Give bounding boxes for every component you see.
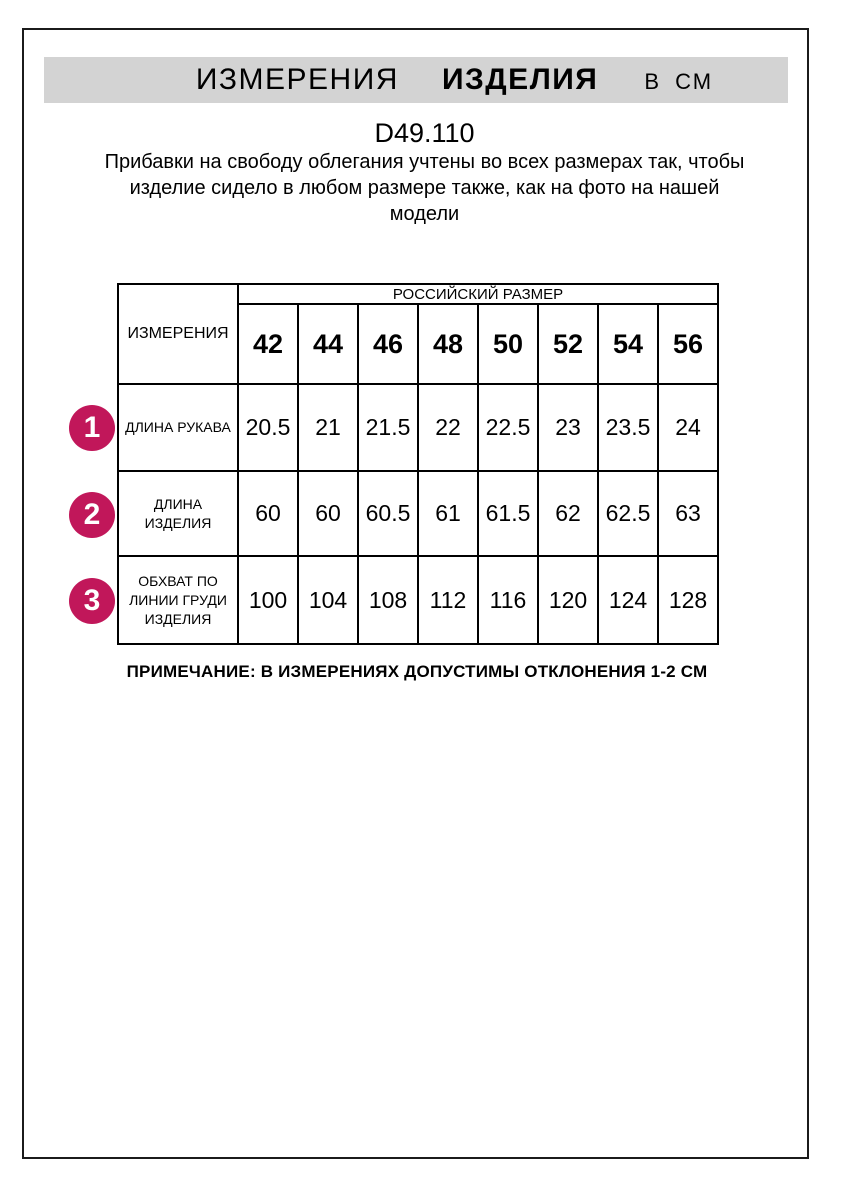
size-header-cell: 44 [297, 303, 359, 385]
value-cell: 63 [657, 470, 719, 557]
value-cell: 23.5 [597, 383, 659, 472]
table-row-garment-length: ДЛИНА ИЗДЕЛИЯ 60 60 60.5 61 61.5 62 62.5… [117, 470, 719, 557]
size-header-cell: 52 [537, 303, 599, 385]
title-product-word: ИЗДЕЛИЯ [441, 63, 599, 96]
row-label: ОБХВАТ ПО ЛИНИИ ГРУДИ ИЗДЕЛИЯ [117, 555, 239, 645]
value-cell: 60.5 [357, 470, 419, 557]
value-cell: 21 [297, 383, 359, 472]
size-header-cell: 54 [597, 303, 659, 385]
row-label: ДЛИНА РУКАВА [117, 383, 239, 472]
value-cell: 60 [237, 470, 299, 557]
value-cell: 61 [417, 470, 479, 557]
fit-description-line: изделие сидело в любом размере также, ка… [129, 177, 720, 199]
row-number-badge-2: 2 [69, 492, 115, 538]
value-cell: 120 [537, 555, 599, 645]
table-row: ИЗМЕРЕНИЯ РОССИЙСКИЙ РАЗМЕР [117, 283, 719, 385]
tolerance-note: ПРИМЕЧАНИЕ: В ИЗМЕРЕНИЯХ ДОПУСТИМЫ ОТКЛО… [126, 662, 708, 681]
fit-description-line: Прибавки на свободу облегания учтены во … [104, 151, 745, 173]
size-header-cell: 50 [477, 303, 539, 385]
page-border [22, 28, 809, 1159]
value-cell: 104 [297, 555, 359, 645]
corner-header-cell: ИЗМЕРЕНИЯ [117, 283, 239, 385]
title-unit: В СМ [644, 69, 714, 94]
value-cell: 61.5 [477, 470, 539, 557]
value-cell: 23 [537, 383, 599, 472]
group-header-cell: РОССИЙСКИЙ РАЗМЕР [237, 283, 719, 305]
row-label: ДЛИНА ИЗДЕЛИЯ [117, 470, 239, 557]
row-number-badge-3: 3 [69, 578, 115, 624]
title-band: ИЗМЕРЕНИЯ ИЗДЕЛИЯ В СМ [44, 57, 788, 103]
value-cell: 21.5 [357, 383, 419, 472]
fit-description-line: модели [389, 203, 460, 225]
fit-description: Прибавки на свободу облегания учтены во … [0, 149, 849, 227]
measurements-table: ИЗМЕРЕНИЯ РОССИЙСКИЙ РАЗМЕР 42 44 46 48 … [117, 283, 719, 645]
value-cell: 24 [657, 383, 719, 472]
value-cell: 128 [657, 555, 719, 645]
value-cell: 62 [537, 470, 599, 557]
value-cell: 22.5 [477, 383, 539, 472]
size-header-cell: 48 [417, 303, 479, 385]
value-cell: 20.5 [237, 383, 299, 472]
size-header-cell: 42 [237, 303, 299, 385]
value-cell: 62.5 [597, 470, 659, 557]
size-header-row: 42 44 46 48 50 52 54 56 [118, 303, 719, 385]
title-measurements: ИЗМЕРЕНИЯ [195, 63, 399, 96]
row-number-badge-1: 1 [69, 405, 115, 451]
product-code: D49.110 [374, 118, 475, 148]
value-cell: 108 [357, 555, 419, 645]
value-cell: 60 [297, 470, 359, 557]
table-row-chest-girth: ОБХВАТ ПО ЛИНИИ ГРУДИ ИЗДЕЛИЯ 100 104 10… [117, 555, 719, 645]
value-cell: 124 [597, 555, 659, 645]
size-header-cell: 56 [657, 303, 719, 385]
size-header-cell: 46 [357, 303, 419, 385]
table-row-sleeve-length: ДЛИНА РУКАВА 20.5 21 21.5 22 22.5 23 23.… [117, 383, 719, 472]
value-cell: 100 [237, 555, 299, 645]
value-cell: 22 [417, 383, 479, 472]
value-cell: 116 [477, 555, 539, 645]
value-cell: 112 [417, 555, 479, 645]
